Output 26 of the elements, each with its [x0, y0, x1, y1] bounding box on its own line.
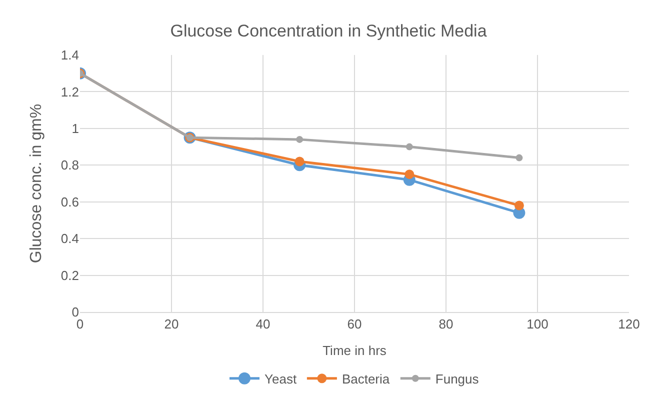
y-tick-label: 1: [72, 120, 79, 136]
legend-label: Fungus: [435, 371, 480, 386]
y-tick-label: 0: [72, 304, 79, 320]
legend-label: Bacteria: [342, 371, 390, 386]
legend-label: Yeast: [264, 371, 297, 386]
y-tick-label: 1.4: [60, 48, 79, 63]
x-tick-label: 120: [618, 316, 640, 332]
y-tick-label: 0.2: [60, 268, 79, 283]
x-tick-label: 40: [256, 316, 270, 332]
point: [406, 143, 413, 150]
chart-title: Glucose Concentration in Synthetic Media: [170, 21, 488, 40]
x-tick-label: 60: [347, 316, 362, 332]
y-tick-label: 0.6: [60, 194, 79, 210]
x-tick-label: 100: [526, 316, 548, 332]
x-axis-title: Time in hrs: [322, 343, 387, 358]
x-tick-label: 20: [164, 316, 179, 332]
x-tick-label: 80: [438, 316, 454, 332]
point: [514, 200, 524, 210]
y-tick-label: 0.8: [60, 158, 79, 173]
y-tick-label: 0.4: [60, 231, 79, 246]
point: [516, 154, 523, 162]
point: [296, 136, 304, 143]
point: [294, 156, 304, 166]
y-axis-title: Glucose conc. in gm%: [28, 104, 45, 264]
y-tick-label: 1.2: [60, 84, 79, 100]
point: [404, 170, 414, 180]
